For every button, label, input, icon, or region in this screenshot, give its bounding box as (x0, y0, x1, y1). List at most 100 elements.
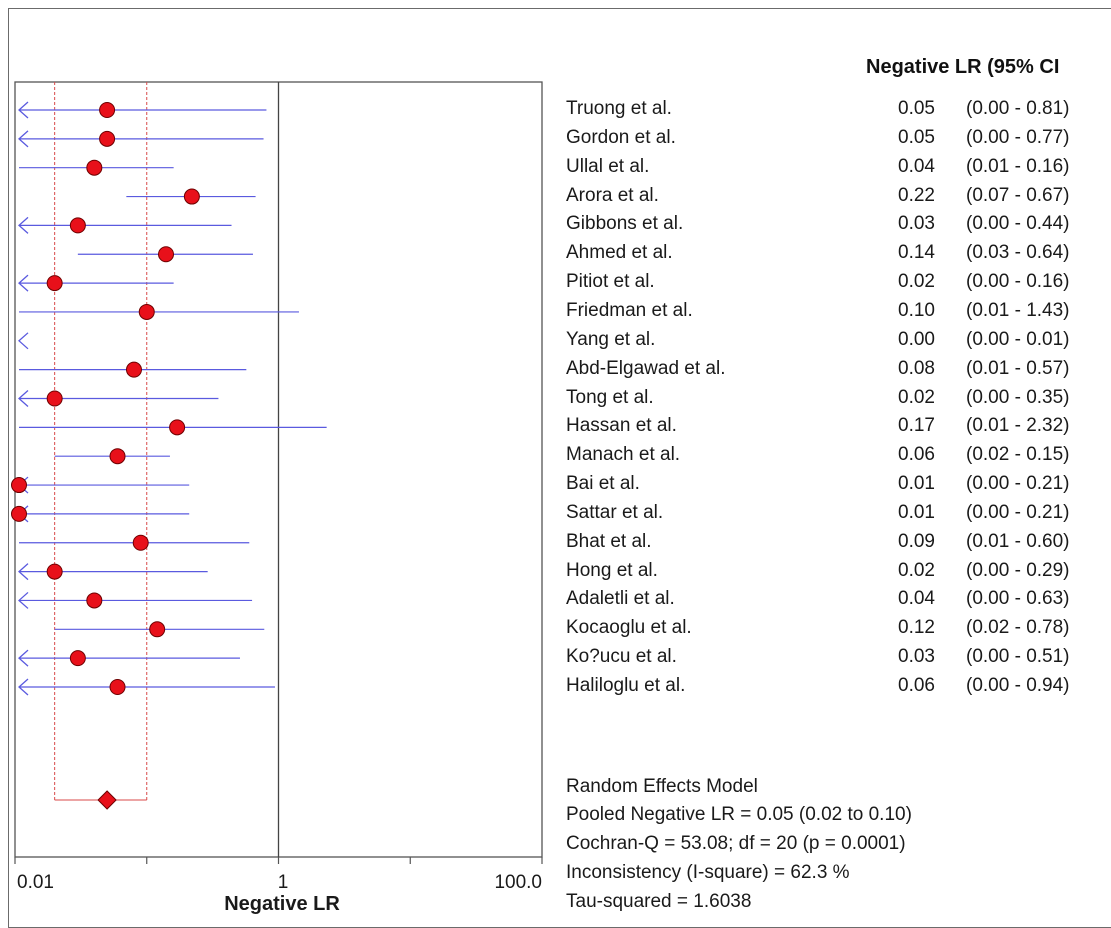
study-value: 0.09 (898, 530, 935, 552)
ci-truncation-arrow (18, 130, 29, 148)
study-point-estimate (46, 390, 63, 407)
summary-inconsistency: Inconsistency (I-square) = 62.3 % (566, 862, 850, 883)
study-ci: (0.00 - 0.94) (966, 675, 1070, 696)
study-value: 0.22 (898, 184, 935, 206)
study-value: 0.03 (898, 213, 935, 235)
study-name: Ko?ucu et al. (566, 646, 677, 668)
study-ci: (0.01 - 0.16) (966, 155, 1070, 177)
study-value: 0.01 (898, 501, 935, 523)
study-name: Haliloglu et al. (566, 675, 686, 696)
study-name: Bai et al. (566, 473, 640, 495)
study-name: Bhat et al. (566, 530, 652, 552)
study-point-estimate (109, 679, 126, 695)
study-point-estimate (99, 130, 116, 147)
study-value: 0.08 (898, 357, 935, 379)
study-name: Hassan et al. (566, 415, 677, 437)
study-ci: (0.00 - 0.16) (966, 271, 1070, 293)
study-value: 0.03 (898, 646, 935, 668)
study-name: Manach et al. (566, 444, 681, 466)
study-name: Sattar et al. (566, 501, 664, 523)
study-name: Gordon et al. (566, 126, 676, 148)
study-name: Truong et al. (566, 98, 672, 119)
study-ci: (0.00 - 0.44) (966, 213, 1070, 235)
study-value: 0.02 (898, 559, 935, 581)
study-ci: (0.01 - 2.32) (966, 415, 1070, 437)
study-point-estimate (46, 275, 63, 292)
study-name: Yang et al. (566, 328, 656, 350)
x-axis-label: Negative LR (224, 893, 340, 915)
study-value: 0.06 (898, 675, 935, 696)
ci-truncation-arrow (18, 591, 29, 609)
study-point-estimate (99, 102, 116, 118)
study-point-estimate (69, 217, 86, 234)
study-ci: (0.00 - 0.21) (966, 473, 1070, 495)
study-point-estimate (86, 592, 103, 609)
study-name: Ahmed et al. (566, 242, 673, 264)
summary-pooled: Pooled Negative LR = 0.05 (0.02 to 0.10) (566, 804, 912, 825)
study-ci: (0.00 - 0.35) (966, 386, 1070, 408)
x-tick-label: 1 (278, 872, 289, 893)
study-value: 0.02 (898, 271, 935, 293)
summary-model: Random Effects Model (566, 776, 758, 797)
study-ci: (0.02 - 0.78) (966, 617, 1070, 639)
summary-tau: Tau-squared = 1.6038 (566, 891, 752, 912)
study-point-estimate (169, 419, 186, 436)
study-name: Tong et al. (566, 386, 654, 408)
study-value: 0.14 (898, 242, 935, 264)
study-ci: (0.01 - 0.60) (966, 530, 1070, 552)
study-ci: (0.00 - 0.29) (966, 559, 1070, 581)
ci-truncation-arrow (18, 678, 29, 696)
study-point-estimate (11, 477, 27, 494)
study-name: Adaletli et al. (566, 588, 675, 610)
study-value: 0.04 (898, 155, 935, 177)
study-value: 0.05 (898, 126, 935, 148)
study-name: Abd-Elgawad et al. (566, 357, 726, 379)
study-point-estimate (46, 563, 63, 580)
study-ci: (0.02 - 0.15) (966, 444, 1070, 466)
study-ci: (0.00 - 0.01) (966, 328, 1070, 350)
study-ci: (0.03 - 0.64) (966, 242, 1070, 264)
x-tick-label: 100.0 (494, 872, 542, 893)
study-name: Hong et al. (566, 559, 658, 581)
study-ci: (0.00 - 0.51) (966, 646, 1070, 668)
study-point-estimate (86, 159, 103, 176)
study-name: Pitiot et al. (566, 271, 655, 293)
study-ci: (0.00 - 0.81) (966, 98, 1070, 119)
study-point-estimate (109, 448, 126, 465)
ci-truncation-arrow (18, 101, 29, 119)
study-point-estimate (125, 361, 142, 378)
summary-cochran: Cochran-Q = 53.08; df = 20 (p = 0.0001) (566, 833, 906, 854)
study-ci: (0.07 - 0.67) (966, 184, 1070, 206)
study-name: Gibbons et al. (566, 213, 684, 235)
ci-truncation-arrow (18, 390, 29, 407)
study-ci: (0.01 - 0.57) (966, 357, 1070, 379)
study-value: 0.02 (898, 386, 935, 408)
study-point-estimate (69, 650, 86, 667)
study-value: 0.10 (898, 299, 935, 321)
study-value: 0.04 (898, 588, 935, 610)
ci-truncation-arrow (18, 563, 29, 581)
study-name: Friedman et al. (566, 299, 693, 321)
study-name: Kocaoglu et al. (566, 617, 692, 639)
study-point-estimate (132, 534, 149, 551)
study-value: 0.06 (898, 444, 935, 466)
ci-truncation-arrow (18, 274, 29, 292)
study-name: Ullal et al. (566, 155, 650, 177)
study-name: Arora et al. (566, 184, 659, 206)
ci-truncation-arrow (18, 216, 29, 234)
study-value: 0.05 (898, 98, 935, 119)
study-value: 0.00 (898, 328, 935, 350)
study-point-estimate (138, 303, 155, 320)
column-header: Negative LR (95% CI (866, 56, 1060, 78)
study-ci: (0.00 - 0.77) (966, 126, 1070, 148)
study-value: 0.17 (898, 415, 935, 437)
study-point-estimate (158, 246, 175, 263)
study-ci: (0.01 - 1.43) (966, 299, 1070, 321)
ci-truncation-arrow (18, 649, 29, 667)
study-point-estimate (11, 505, 27, 522)
study-point-estimate (183, 188, 200, 205)
ci-truncation-arrow (18, 332, 29, 350)
study-value: 0.12 (898, 617, 935, 639)
pooled-estimate-diamond (97, 790, 117, 810)
